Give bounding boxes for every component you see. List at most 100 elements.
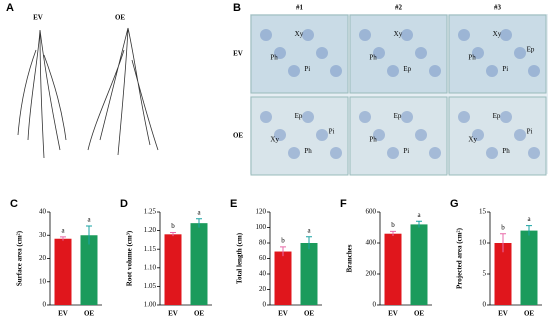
cell	[401, 111, 413, 123]
row-label: OE	[233, 132, 243, 140]
tissue-label: Ep	[527, 46, 535, 54]
significance-letter: a	[197, 208, 201, 216]
cell	[514, 47, 526, 59]
y-tick-label: 0	[263, 301, 267, 309]
panel-label: C	[10, 198, 18, 210]
tissue-label: Xy	[493, 30, 502, 38]
cell	[260, 111, 272, 123]
y-tick-label: 20	[39, 254, 47, 262]
y-tick-label: 15	[479, 208, 487, 216]
x-tick-label: EV	[498, 310, 508, 318]
x-tick-label: EV	[58, 310, 68, 318]
bar	[80, 235, 98, 305]
cell	[387, 147, 399, 159]
tissue-label: Ep	[394, 112, 402, 120]
y-tick-label: 1.00	[144, 301, 157, 309]
tissue-label: Ph	[369, 54, 377, 62]
bar	[300, 243, 318, 305]
micrograph	[448, 96, 547, 176]
y-tick-label: 80	[259, 239, 267, 247]
cell	[458, 111, 470, 123]
cell	[373, 47, 385, 59]
y-tick-label: 20	[259, 285, 267, 293]
y-tick-label: 0	[373, 301, 377, 309]
cell	[302, 111, 314, 123]
column-label: #3	[494, 4, 502, 12]
panel-label: B	[233, 2, 241, 14]
bar	[274, 251, 292, 305]
error-bar	[86, 225, 92, 245]
tissue-label: Ph	[304, 147, 312, 155]
error-bar	[500, 233, 506, 253]
cell	[500, 29, 512, 41]
tissue-label: Pi	[502, 65, 508, 73]
significance-letter: b	[281, 236, 285, 244]
tissue-label: Pi	[403, 147, 409, 155]
y-tick-label: 0	[483, 301, 487, 309]
root-photo	[17, 27, 159, 159]
y-tick-label: 200	[366, 270, 377, 278]
significance-letter: b	[171, 222, 175, 230]
y-tick-label: 1.10	[144, 263, 157, 271]
cell	[429, 65, 441, 77]
x-tick-label: OE	[194, 310, 204, 318]
significance-letter: a	[61, 226, 65, 234]
y-tick-label: 40	[259, 270, 267, 278]
photo-label: OE	[115, 14, 125, 22]
x-tick-label: OE	[414, 310, 424, 318]
bar	[520, 230, 538, 305]
tissue-label: Pi	[304, 65, 310, 73]
cell	[316, 47, 328, 59]
cell	[472, 129, 484, 141]
cell	[274, 47, 286, 59]
y-tick-label: 5	[483, 270, 487, 278]
x-tick-label: EV	[388, 310, 398, 318]
cell	[288, 147, 300, 159]
tissue-label: Ep	[403, 65, 411, 73]
y-tick-label: 0	[43, 301, 47, 309]
y-tick-label: 1.15	[144, 245, 157, 253]
x-tick-label: OE	[84, 310, 94, 318]
cell	[260, 29, 272, 41]
column-label: #1	[296, 4, 304, 12]
micrograph	[349, 14, 448, 94]
y-axis-label: Root volume (cm³)	[126, 230, 134, 286]
y-tick-label: 40	[39, 208, 47, 216]
error-bar	[416, 220, 422, 228]
significance-letter: a	[87, 216, 91, 224]
tissue-label: Xy	[468, 136, 477, 144]
micrograph	[250, 96, 349, 176]
cell	[316, 129, 328, 141]
tissue-label: Ph	[270, 54, 278, 62]
error-bar	[526, 225, 532, 236]
x-tick-label: EV	[168, 310, 178, 318]
x-tick-label: OE	[304, 310, 314, 318]
y-tick-label: 120	[256, 208, 267, 216]
cell	[415, 47, 427, 59]
error-bar	[306, 236, 312, 250]
x-tick-label: OE	[524, 310, 534, 318]
tissue-label: Ep	[295, 112, 303, 120]
bar	[54, 238, 72, 305]
cell	[288, 65, 300, 77]
cell	[302, 29, 314, 41]
cell	[528, 65, 540, 77]
bar	[164, 234, 182, 305]
error-bar	[170, 231, 176, 237]
tissue-label: Pi	[329, 128, 335, 136]
x-tick-label: EV	[278, 310, 288, 318]
cell	[359, 29, 371, 41]
tissue-label: Pi	[527, 128, 533, 136]
y-tick-label: 30	[39, 231, 47, 239]
bar	[190, 223, 208, 305]
micrograph	[250, 14, 349, 94]
y-axis-label: Projected area (cm²)	[456, 227, 464, 289]
bar	[410, 224, 428, 305]
y-tick-label: 10	[479, 239, 487, 247]
cell	[387, 65, 399, 77]
y-axis-label: Branches	[346, 244, 354, 272]
cell	[528, 147, 540, 159]
error-bar	[280, 246, 286, 257]
bar	[494, 243, 512, 305]
cell	[458, 29, 470, 41]
